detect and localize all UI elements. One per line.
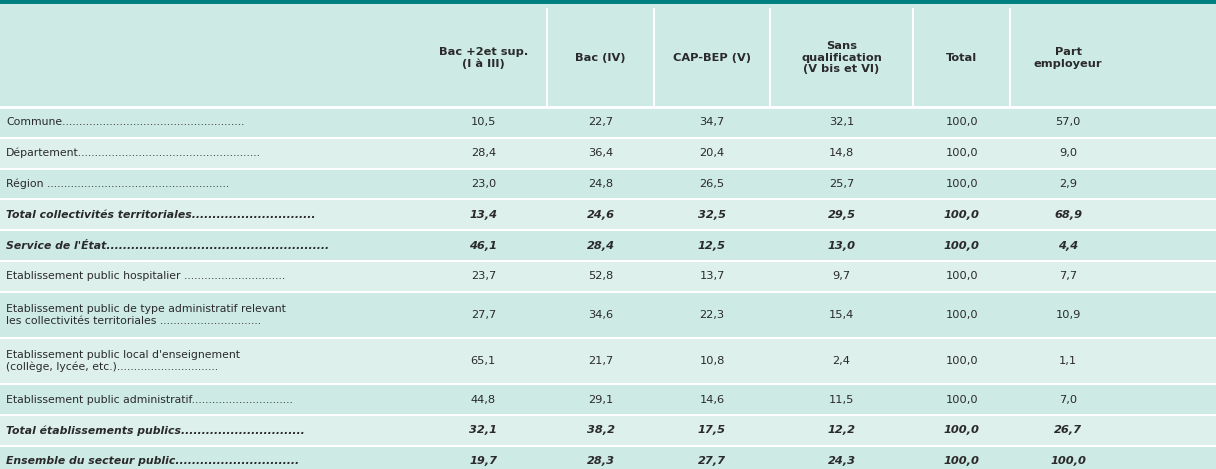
Text: 52,8: 52,8 [589,272,613,281]
Text: 13,7: 13,7 [699,272,725,281]
Text: Bac (IV): Bac (IV) [575,53,626,63]
Text: 10,5: 10,5 [471,117,496,128]
Text: 32,5: 32,5 [698,210,726,220]
Text: 28,4: 28,4 [471,148,496,158]
Text: Total établissements publics..............................: Total établissements publics............… [6,425,305,436]
Text: 9,7: 9,7 [833,272,850,281]
Text: 100,0: 100,0 [946,310,978,320]
Text: 24,3: 24,3 [827,456,856,466]
Text: 19,7: 19,7 [469,456,497,466]
FancyBboxPatch shape [0,8,1216,107]
Text: Etablissement public de type administratif relevant
les collectivités territoria: Etablissement public de type administrat… [6,304,286,325]
FancyBboxPatch shape [0,384,1216,415]
Text: 36,4: 36,4 [589,148,613,158]
Text: Etablissement public hospitalier ..............................: Etablissement public hospitalier .......… [6,272,286,281]
Text: 14,6: 14,6 [699,394,725,405]
Text: 57,0: 57,0 [1055,117,1081,128]
Text: 100,0: 100,0 [946,117,978,128]
Text: 1,1: 1,1 [1059,356,1077,366]
Text: 100,0: 100,0 [944,210,980,220]
FancyBboxPatch shape [0,230,1216,261]
Text: 10,8: 10,8 [699,356,725,366]
FancyBboxPatch shape [0,338,1216,384]
Text: Région ......................................................: Région .................................… [6,179,230,189]
Text: 23,0: 23,0 [471,179,496,189]
Text: Département......................................................: Département.............................… [6,148,261,159]
Text: 9,0: 9,0 [1059,148,1077,158]
Text: Commune......................................................: Commune.................................… [6,117,244,128]
Text: 11,5: 11,5 [829,394,854,405]
Text: 46,1: 46,1 [469,241,497,250]
Text: 100,0: 100,0 [944,456,980,466]
Text: 32,1: 32,1 [829,117,854,128]
Text: 27,7: 27,7 [698,456,726,466]
Text: 2,9: 2,9 [1059,179,1077,189]
Text: 28,4: 28,4 [586,241,615,250]
Text: 10,9: 10,9 [1055,310,1081,320]
Text: Ensemble du secteur public..............................: Ensemble du secteur public..............… [6,456,299,466]
Text: Etablissement public administratif..............................: Etablissement public administratif......… [6,394,293,405]
Text: 22,3: 22,3 [699,310,725,320]
Text: CAP-BEP (V): CAP-BEP (V) [672,53,751,63]
Text: 2,4: 2,4 [833,356,850,366]
Text: 100,0: 100,0 [946,272,978,281]
Text: 34,6: 34,6 [589,310,613,320]
Text: 22,7: 22,7 [589,117,613,128]
Text: 32,1: 32,1 [469,425,497,435]
Text: Service de l'État......................................................: Service de l'État.......................… [6,241,330,250]
Text: 7,7: 7,7 [1059,272,1077,281]
Text: 17,5: 17,5 [698,425,726,435]
Text: 26,7: 26,7 [1054,425,1082,435]
Text: 38,2: 38,2 [586,425,615,435]
Text: 27,7: 27,7 [471,310,496,320]
Text: 15,4: 15,4 [829,310,854,320]
FancyBboxPatch shape [0,415,1216,446]
Text: 26,5: 26,5 [699,179,725,189]
Text: 65,1: 65,1 [471,356,496,366]
FancyBboxPatch shape [0,292,1216,338]
FancyBboxPatch shape [0,446,1216,469]
Text: 14,8: 14,8 [829,148,854,158]
FancyBboxPatch shape [0,261,1216,292]
Text: 7,0: 7,0 [1059,394,1077,405]
Text: 100,0: 100,0 [946,179,978,189]
FancyBboxPatch shape [0,138,1216,168]
Text: 44,8: 44,8 [471,394,496,405]
Text: 100,0: 100,0 [946,148,978,158]
Text: 21,7: 21,7 [589,356,613,366]
Text: 23,7: 23,7 [471,272,496,281]
Text: Sans
qualification
(V bis et VI): Sans qualification (V bis et VI) [801,41,882,75]
Text: Part
employeur: Part employeur [1034,47,1103,68]
Text: 29,1: 29,1 [589,394,613,405]
Text: 100,0: 100,0 [944,425,980,435]
Text: 24,6: 24,6 [586,210,615,220]
FancyBboxPatch shape [0,199,1216,230]
Text: 68,9: 68,9 [1054,210,1082,220]
Text: 34,7: 34,7 [699,117,725,128]
Text: 100,0: 100,0 [946,394,978,405]
Text: 29,5: 29,5 [827,210,856,220]
Text: 13,4: 13,4 [469,210,497,220]
Text: 12,2: 12,2 [827,425,856,435]
Text: 28,3: 28,3 [586,456,615,466]
FancyBboxPatch shape [0,168,1216,199]
Text: 13,0: 13,0 [827,241,856,250]
Text: Bac +2et sup.
(I à III): Bac +2et sup. (I à III) [439,46,528,69]
Text: Etablissement public local d'enseignement
(collège, lycée, etc.)................: Etablissement public local d'enseignemen… [6,350,240,372]
Text: Total: Total [946,53,978,63]
Text: 100,0: 100,0 [946,356,978,366]
Text: 20,4: 20,4 [699,148,725,158]
Text: 12,5: 12,5 [698,241,726,250]
Text: 25,7: 25,7 [829,179,854,189]
Text: 4,4: 4,4 [1058,241,1079,250]
Text: 100,0: 100,0 [944,241,980,250]
Text: 24,8: 24,8 [589,179,613,189]
FancyBboxPatch shape [0,107,1216,138]
Text: 100,0: 100,0 [1051,456,1086,466]
Text: Total collectivités territoriales..............................: Total collectivités territoriales.......… [6,210,316,220]
